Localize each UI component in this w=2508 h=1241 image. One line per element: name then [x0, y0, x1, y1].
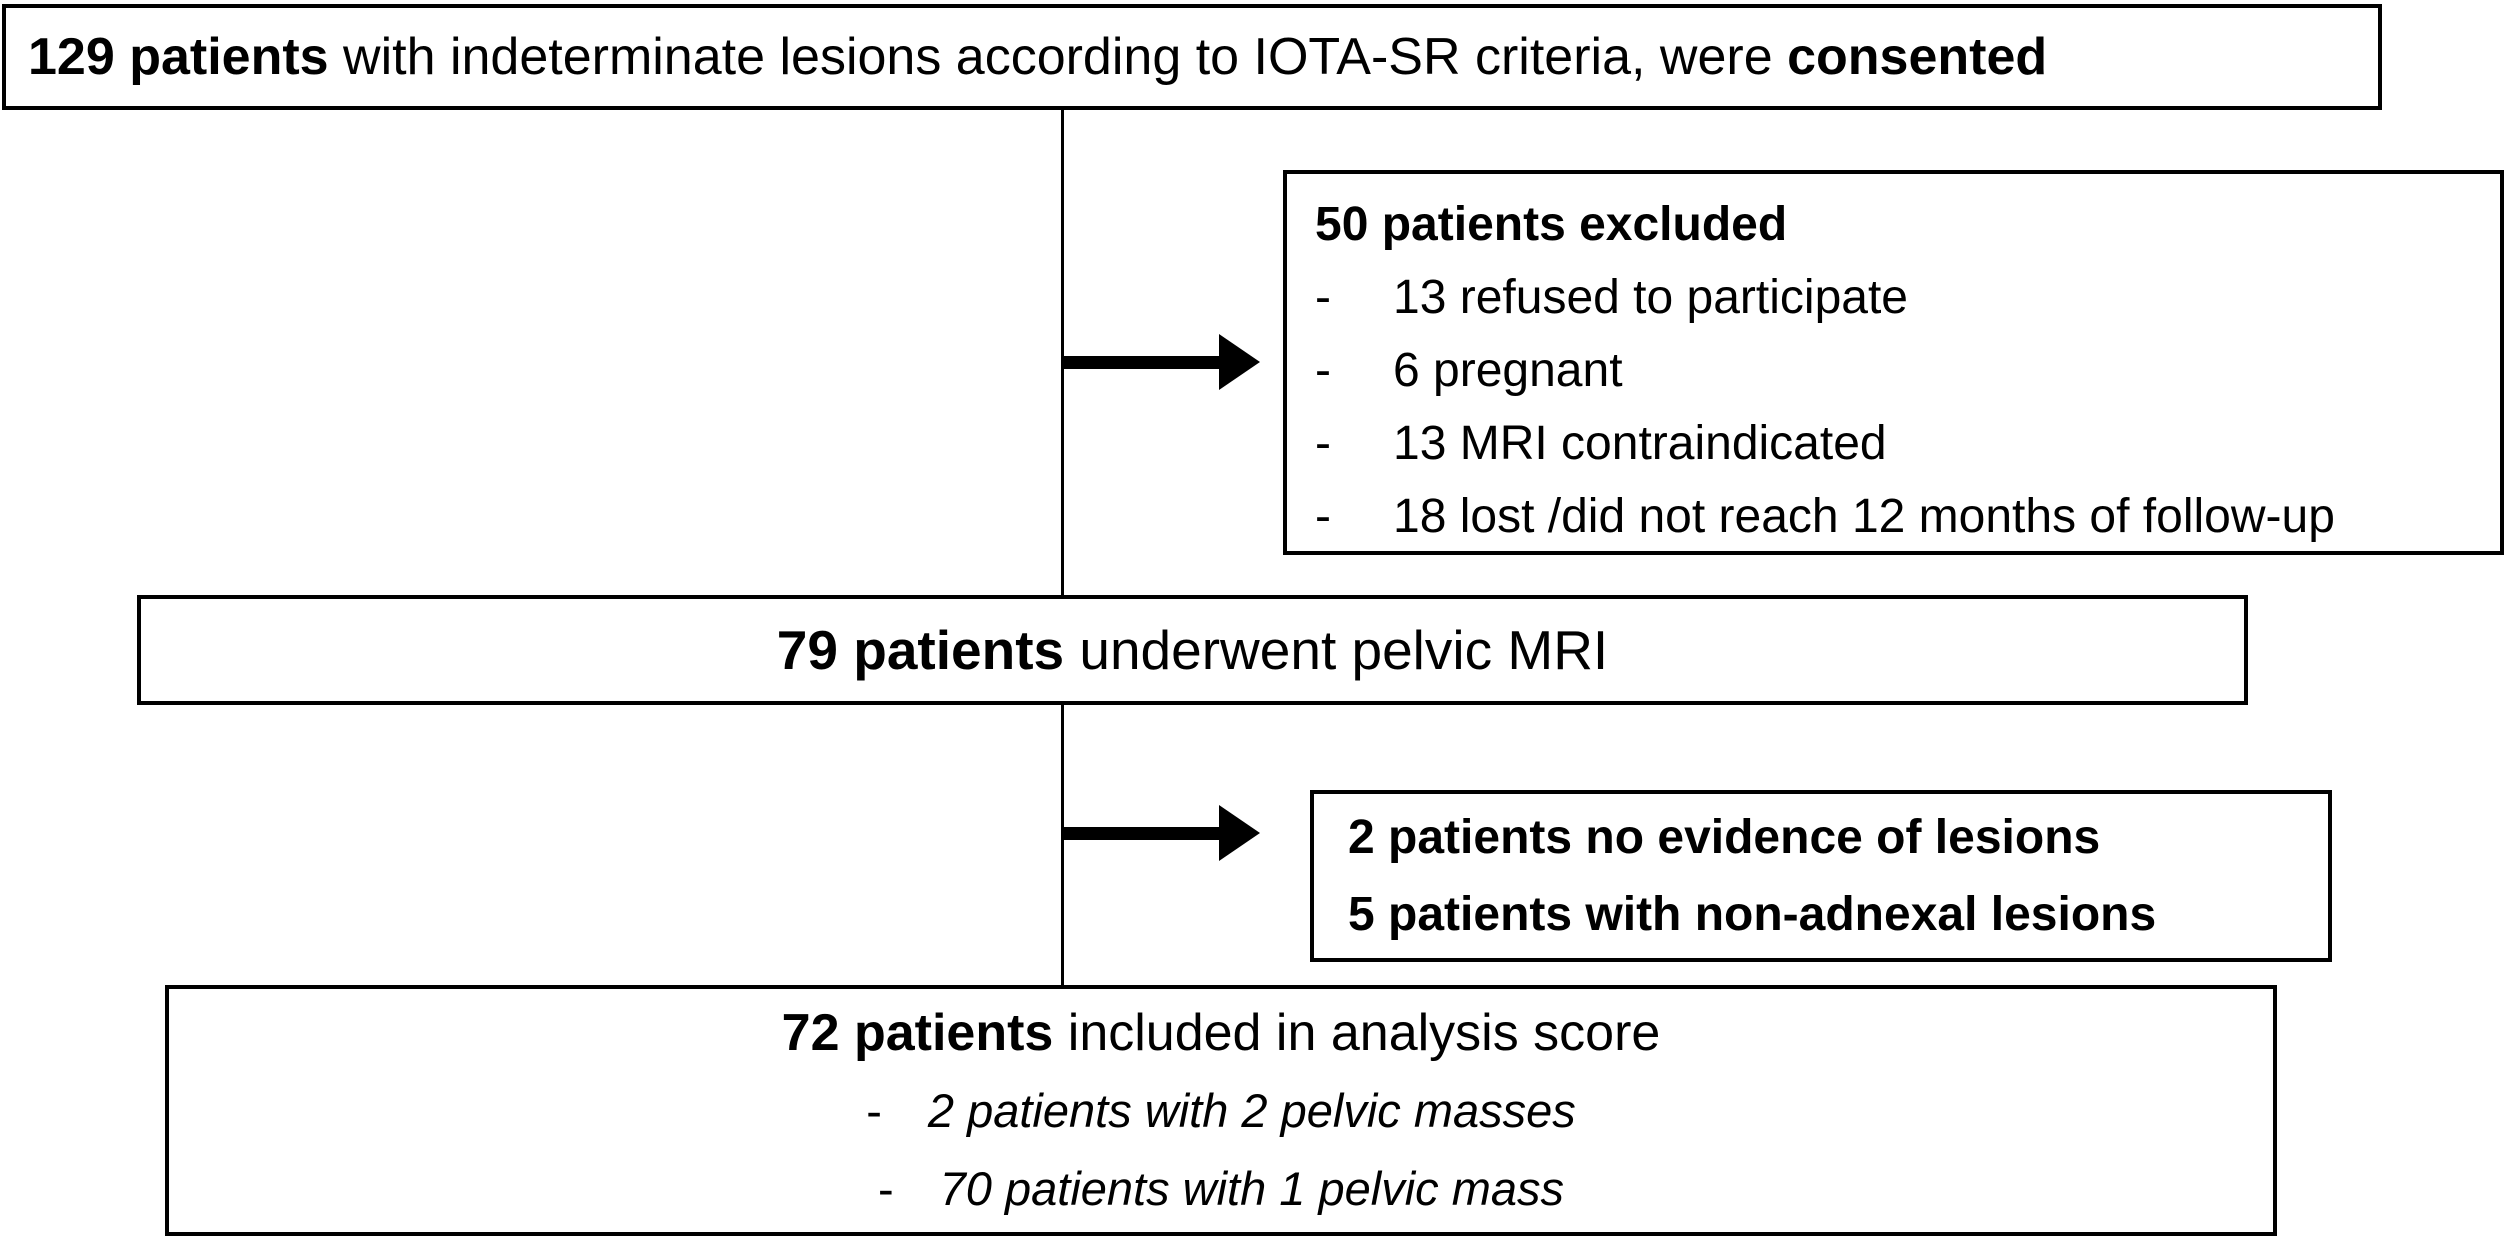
consented-text: 129 patients with indeterminate lesions … — [28, 27, 2047, 87]
arrow-to-excluded-head-icon — [1219, 334, 1260, 390]
analysis-item-text: 70 patients with 1 pelvic mass — [939, 1161, 1564, 1215]
mri-text: 79 patients underwent pelvic MRI — [777, 618, 1608, 682]
bullet-dash: - — [877, 1161, 894, 1215]
consented-count: 129 patients — [28, 28, 329, 86]
excluded-title: 50 patients excluded — [1315, 198, 1788, 251]
box-excluded: 50 patients excluded - 13 refused to par… — [1283, 170, 2504, 555]
bullet-dash: - — [1315, 344, 1331, 397]
analysis-item-text: 2 patients with 2 pelvic masses — [927, 1083, 1576, 1137]
mri-rest: underwent pelvic MRI — [1064, 619, 1609, 681]
excluded-item: - 18 lost /did not reach 12 months of fo… — [1315, 480, 2490, 553]
excluded-item-text: 6 pregnant — [1393, 344, 1623, 397]
box-consented: 129 patients with indeterminate lesions … — [2, 4, 2382, 110]
arrow-to-non-adnexal-head-icon — [1219, 805, 1260, 861]
box-mri: 79 patients underwent pelvic MRI — [137, 595, 2248, 705]
non-adnexal-line: 2 patients no evidence of lesions — [1348, 811, 2101, 864]
excluded-item-text: 13 MRI contraindicated — [1393, 417, 1887, 470]
box-analysis: 72 patients included in analysis score -… — [165, 985, 2277, 1236]
excluded-item: - 13 MRI contraindicated — [1315, 407, 2490, 480]
bullet-dash: - — [1315, 271, 1331, 324]
connector-line-consented-to-mri — [1061, 110, 1064, 597]
bullet-dash: - — [866, 1083, 882, 1137]
excluded-item: - 13 refused to participate — [1315, 261, 2490, 334]
analysis-title: 72 patients included in analysis score — [782, 994, 1661, 1072]
connector-line-mri-to-analysis — [1061, 703, 1064, 987]
box-non-adnexal: 2 patients no evidence of lesions 5 pati… — [1310, 790, 2332, 962]
excluded-item: - 6 pregnant — [1315, 334, 2490, 407]
excluded-item-text: 18 lost /did not reach 12 months of foll… — [1393, 490, 2335, 543]
analysis-item: - 70 patients with 1 pelvic mass — [878, 1150, 1564, 1228]
non-adnexal-line: 5 patients with non-adnexal lesions — [1348, 888, 2157, 941]
consented-middle: with indeterminate lesions according to … — [328, 28, 1788, 86]
analysis-item: - 2 patients with 2 pelvic masses — [866, 1072, 1576, 1150]
arrow-to-excluded-shaft — [1063, 356, 1221, 369]
consented-bold-end: consented — [1787, 28, 2048, 86]
analysis-rest: included in analysis score — [1053, 1003, 1661, 1062]
bullet-dash: - — [1315, 490, 1331, 543]
mri-count: 79 patients — [776, 619, 1065, 681]
analysis-count: 72 patients — [781, 1003, 1054, 1062]
excluded-item-text: 13 refused to participate — [1393, 271, 1908, 324]
bullet-dash: - — [1315, 417, 1331, 470]
arrow-to-non-adnexal-shaft — [1063, 827, 1221, 840]
